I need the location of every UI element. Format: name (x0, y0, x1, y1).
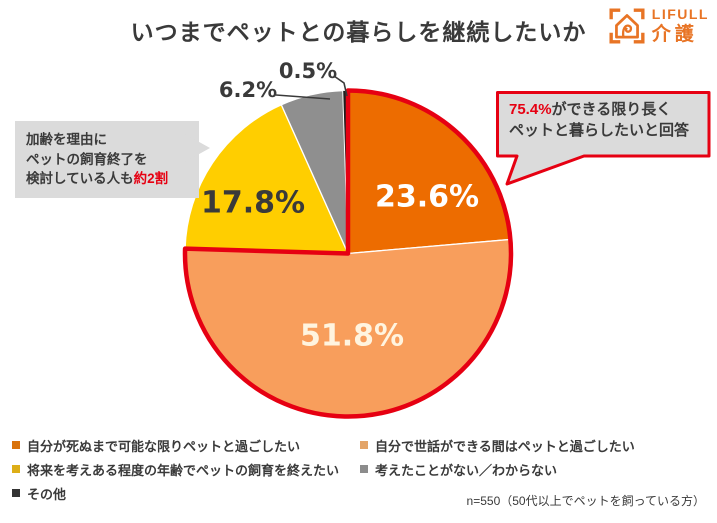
callout-left-line2: ペットの飼育終了を (26, 151, 148, 167)
legend-swatch-gray (360, 465, 368, 473)
pie-slice (184, 103, 350, 255)
legend-label: 自分が死ぬまで可能な限りペットと過ごしたい (27, 438, 301, 454)
pie-slice (347, 89, 512, 255)
legend-item: 考えたことがない／わからない (360, 457, 635, 481)
sample-size-note: n=550（50代以上でペットを飼っている方） (466, 494, 705, 508)
leader-line-6-2 (275, 94, 331, 100)
legend-swatch-salmon (360, 441, 368, 449)
slice-label-0-5: 0.5% (278, 59, 338, 83)
legend-label: 考えたことがない／わからない (375, 462, 558, 478)
legend-label: その他 (27, 486, 67, 502)
page-title: いつまでペットとの暮らしを継続したいか (130, 19, 587, 45)
slice-label-17-8: 17.8% (200, 185, 306, 221)
legend-label: 将来を考えある程度の年齢でペットの飼育を終えたい (27, 462, 340, 478)
legend-column-1: 自分が死ぬまで可能な限りペットと過ごしたい 将来を考えある程度の年齢でペットの飼… (12, 433, 339, 505)
callout-right-highlight: 75.4% (509, 101, 552, 118)
callout-left-tail (183, 133, 210, 163)
lifull-kaigo-logo: LIFULL 介護 (608, 6, 709, 50)
legend-swatch-orange (12, 441, 20, 449)
legend-item: 将来を考えある程度の年齢でペットの飼育を終えたい (12, 457, 339, 481)
logo-wordmark: LIFULL 介護 (651, 6, 709, 46)
callout-aging-note: 加齢を理由に ペットの飼育終了を 検討している人も約2割 (15, 121, 199, 198)
callout-left-line3: 検討している人も (26, 171, 134, 187)
leader-line-0-5 (333, 75, 348, 97)
legend-swatch-black (12, 489, 20, 497)
callout-bubble-75-percent (496, 91, 711, 186)
callout-right-line1: ができる限り長く (551, 101, 672, 118)
legend-item: 自分が死ぬまで可能な限りペットと過ごしたい (12, 433, 339, 457)
logo-brand-text: LIFULL (651, 6, 709, 22)
slice-label-51-8: 51.8% (299, 318, 405, 354)
legend-swatch-yellow (12, 465, 20, 473)
slice-label-23-6: 23.6% (374, 179, 480, 215)
callout-bubble-shape (496, 91, 711, 186)
callout-right-line2: ペットと暮らしたいと回答 (509, 122, 690, 139)
logo-service-text: 介護 (651, 24, 698, 46)
highlight-outline-75-percent (182, 88, 514, 419)
callout-left-highlight: 約2割 (133, 171, 169, 187)
house-spiral-logo-icon (608, 7, 646, 50)
callout-left-line1: 加齢を理由に (26, 132, 107, 147)
callout-75-percent-text: 75.4%ができる限り長く ペットと暮らしたいと回答 (509, 99, 705, 141)
legend-column-2: 自分で世話ができる間はペットと過ごしたい 考えたことがない／わからない (360, 433, 635, 481)
legend-item: 自分で世話ができる間はペットと過ごしたい (360, 433, 635, 457)
legend-item: その他 (12, 481, 339, 505)
legend-label: 自分で世話ができる間はペットと過ごしたい (375, 438, 635, 454)
slice-label-6-2: 6.2% (218, 78, 278, 102)
